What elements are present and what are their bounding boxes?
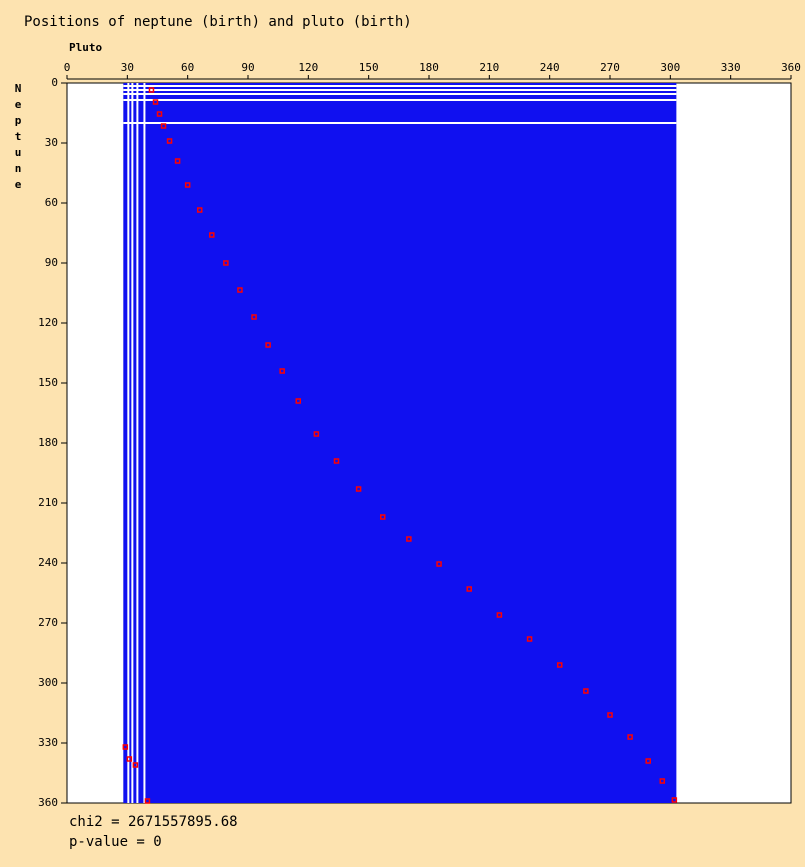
y-tick-label: 30 — [45, 136, 58, 149]
point — [209, 232, 215, 238]
chart-title: Positions of neptune (birth) and pluto (… — [24, 14, 412, 30]
y-tick-label: 60 — [45, 196, 58, 209]
point — [156, 111, 163, 117]
point — [583, 688, 589, 694]
point — [526, 636, 533, 642]
point — [144, 798, 151, 804]
y-tick-label: 150 — [38, 376, 58, 389]
point — [152, 99, 159, 105]
point — [379, 514, 386, 520]
point — [607, 712, 613, 718]
x-tick-label: 30 — [121, 61, 134, 74]
x-tick-label: 180 — [419, 61, 439, 74]
x-tick-label: 90 — [241, 61, 254, 74]
y-tick-label: 360 — [38, 796, 58, 809]
point — [671, 797, 678, 803]
point — [148, 87, 155, 93]
y-tick-label: 120 — [38, 316, 58, 329]
point — [251, 314, 257, 320]
point — [160, 123, 167, 129]
point — [132, 762, 139, 768]
stat-line: p-value = 0 — [69, 834, 162, 850]
y-axis-label-letter: u — [15, 146, 22, 159]
y-axis-label-letter: e — [15, 98, 22, 111]
stat-line: chi2 = 2671557895.68 — [69, 814, 238, 830]
point — [466, 586, 472, 592]
x-tick-label: 210 — [479, 61, 499, 74]
y-axis-label-letter: t — [15, 130, 22, 143]
point — [659, 778, 666, 784]
x-tick-label: 120 — [298, 61, 318, 74]
x-tick-label: 300 — [660, 61, 680, 74]
point — [556, 662, 563, 668]
x-axis-label: Pluto — [69, 41, 102, 54]
point — [496, 612, 503, 618]
y-tick-label: 180 — [38, 436, 58, 449]
point — [627, 734, 633, 740]
point — [126, 756, 133, 762]
y-tick-label: 300 — [38, 676, 58, 689]
y-tick-label: 270 — [38, 616, 58, 629]
point — [174, 158, 181, 164]
x-tick-label: 150 — [359, 61, 379, 74]
y-tick-label: 210 — [38, 496, 58, 509]
point — [333, 458, 340, 464]
y-tick-label: 240 — [38, 556, 58, 569]
point — [279, 368, 285, 374]
point — [406, 536, 412, 542]
y-tick-label: 0 — [51, 76, 58, 89]
y-axis-label-letter: e — [15, 178, 22, 191]
point — [223, 260, 229, 266]
point — [166, 138, 173, 144]
y-tick-label: 90 — [45, 256, 58, 269]
point — [295, 398, 302, 404]
x-tick-label: 240 — [540, 61, 560, 74]
x-tick-label: 0 — [64, 61, 71, 74]
point — [122, 744, 129, 750]
y-tick-label: 330 — [38, 736, 58, 749]
x-tick-label: 270 — [600, 61, 620, 74]
region — [123, 83, 677, 803]
y-axis-label-letter: p — [15, 114, 22, 127]
point — [436, 561, 442, 567]
x-tick-label: 360 — [781, 61, 801, 74]
point — [645, 758, 651, 764]
y-axis-label-letter: N — [15, 82, 22, 95]
y-axis-label-letter: n — [15, 162, 22, 175]
point — [313, 431, 320, 437]
x-tick-label: 60 — [181, 61, 194, 74]
x-tick-label: 330 — [721, 61, 741, 74]
point — [265, 342, 271, 348]
point — [184, 182, 191, 188]
point — [196, 207, 203, 213]
point — [355, 486, 362, 492]
point — [237, 287, 243, 293]
